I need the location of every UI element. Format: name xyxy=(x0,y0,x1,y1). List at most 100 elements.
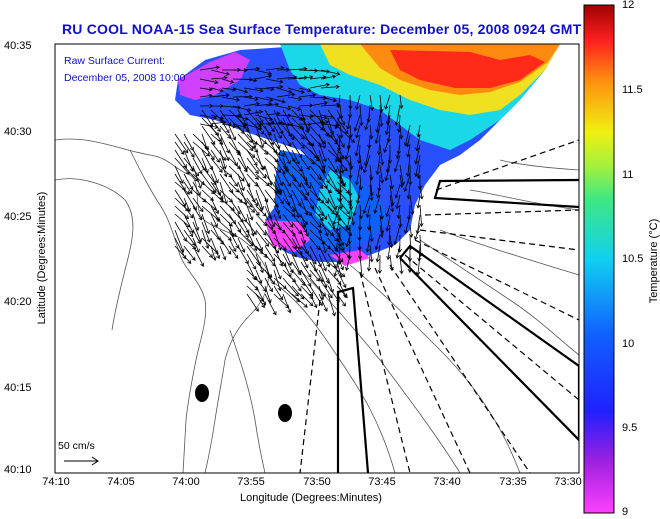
x-tick-label: 73:40 xyxy=(433,476,461,488)
current-arrow xyxy=(327,189,338,210)
current-arrow xyxy=(264,245,276,262)
current-arrow xyxy=(264,205,276,228)
current-arrow xyxy=(282,213,294,228)
current-arrow xyxy=(237,125,253,144)
current-arrow xyxy=(395,244,401,259)
current-arrow xyxy=(376,134,382,156)
current-arrow xyxy=(318,133,326,149)
current-arrow xyxy=(339,104,344,120)
current-arrow xyxy=(347,224,352,245)
current-arrow xyxy=(333,254,341,278)
current-arrow xyxy=(246,157,259,175)
current-arrow xyxy=(254,96,274,103)
current-arrow xyxy=(336,125,355,143)
current-arrow xyxy=(232,123,247,129)
current-arrow xyxy=(237,181,248,206)
current-arrow xyxy=(210,120,227,125)
current-arrow xyxy=(300,229,307,245)
current-arrow xyxy=(362,194,371,215)
current-arrow xyxy=(414,144,421,165)
current-arrow xyxy=(237,237,246,253)
current-arrow xyxy=(336,293,346,307)
colorbar-tick: 9 xyxy=(622,506,629,518)
current-arrow xyxy=(346,114,351,130)
current-arrow xyxy=(309,120,330,125)
current-arrow xyxy=(320,74,337,80)
current-arrow xyxy=(219,245,227,261)
colorbar-tick: 12 xyxy=(622,0,635,11)
current-arrow xyxy=(413,224,421,241)
current-arrow xyxy=(219,149,227,170)
y-tick-label: 40:30 xyxy=(4,126,32,138)
y-tick-label: 40:25 xyxy=(4,211,32,223)
current-arrow xyxy=(291,189,302,207)
current-arrow xyxy=(221,96,241,102)
current-arrow xyxy=(192,141,211,157)
current-arrow xyxy=(291,205,308,226)
current-arrow xyxy=(344,144,351,160)
current-arrow xyxy=(395,144,401,160)
current-arrow xyxy=(377,254,382,274)
current-arrow xyxy=(219,157,228,178)
current-arrow xyxy=(389,194,395,213)
current-arrow xyxy=(237,197,256,213)
current-arrow xyxy=(300,197,309,216)
current-arrow xyxy=(228,245,239,259)
current-arrow xyxy=(366,254,372,272)
current-arrow xyxy=(345,214,351,231)
overlay-note-line1: Raw Surface Current: xyxy=(64,55,165,67)
current-arrow xyxy=(327,245,344,263)
current-arrow xyxy=(414,154,421,178)
current-arrow xyxy=(232,105,252,112)
current-arrow xyxy=(210,87,224,93)
current-arrow xyxy=(282,245,292,267)
current-arrow xyxy=(300,269,312,287)
current-arrow xyxy=(273,157,286,175)
current-arrow xyxy=(300,205,313,216)
current-arrow xyxy=(339,154,345,174)
current-arrow xyxy=(298,75,314,80)
current-arrow xyxy=(264,293,277,316)
current-arrow xyxy=(318,213,329,237)
current-arrow xyxy=(264,133,278,154)
current-arrow xyxy=(327,293,336,317)
current-arrow xyxy=(265,102,280,107)
current-arrow xyxy=(399,164,405,186)
current-arrow xyxy=(265,84,284,90)
current-arrow xyxy=(318,253,327,272)
current-arrow xyxy=(255,253,264,274)
scale-arrow xyxy=(64,456,99,466)
current-arrow xyxy=(300,253,309,269)
current-arrow xyxy=(183,173,194,191)
current-arrow xyxy=(327,157,338,173)
current-arrow xyxy=(246,165,259,180)
colorbar-tick: 11 xyxy=(622,169,634,181)
current-arrow xyxy=(309,149,320,162)
current-arrow xyxy=(254,74,273,80)
current-arrow xyxy=(282,293,292,314)
current-arrow xyxy=(300,293,314,307)
current-arrow xyxy=(282,253,294,274)
current-arrow xyxy=(228,237,237,253)
current-arrow xyxy=(264,125,275,146)
current-arrow xyxy=(409,194,415,216)
current-arrow xyxy=(394,104,401,126)
current-arrow xyxy=(255,165,267,179)
current-arrow xyxy=(336,285,348,299)
current-arrow xyxy=(192,221,203,243)
current-arrow xyxy=(291,149,300,165)
current-arrow xyxy=(318,141,327,163)
x-tick-label: 74:10 xyxy=(42,476,70,488)
current-arrow xyxy=(291,173,302,188)
current-arrow xyxy=(318,125,334,138)
current-arrow xyxy=(246,221,257,236)
current-arrow xyxy=(353,114,361,132)
current-arrow xyxy=(265,78,284,84)
current-arrow xyxy=(243,78,258,83)
current-arrow xyxy=(228,181,240,193)
current-arrow xyxy=(282,181,292,199)
current-arrow xyxy=(282,285,301,303)
current-arrow xyxy=(201,205,221,222)
y-axis-label: Latitude (Degrees:Minutes) xyxy=(36,191,48,325)
